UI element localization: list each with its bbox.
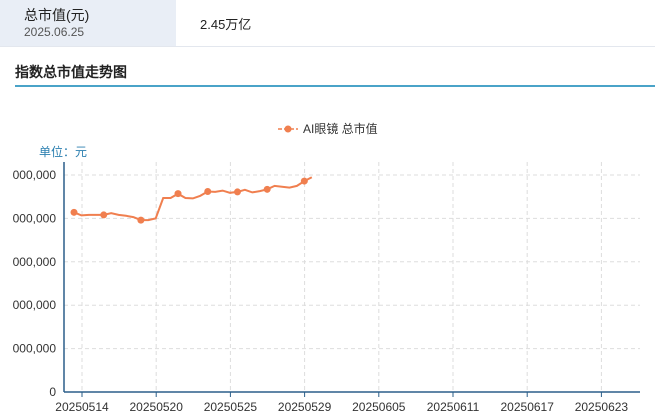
- data-point-marker: [70, 208, 78, 216]
- x-tick-label: 20250623: [575, 400, 629, 414]
- data-point-marker: [300, 177, 308, 185]
- x-tick-label: 20250617: [501, 400, 555, 414]
- info-row: 总市值(元) 2025.06.25 2.45万亿: [0, 0, 655, 47]
- info-date: 2025.06.25: [24, 25, 85, 39]
- x-tick-label: 20250605: [352, 400, 406, 414]
- series-layer: [70, 176, 313, 224]
- data-point-marker: [233, 188, 241, 196]
- x-tick-label: 20250525: [204, 400, 258, 414]
- data-point-marker: [263, 185, 271, 193]
- x-tick-label: 20250514: [55, 400, 109, 414]
- y-tick-label: 000,000: [13, 298, 57, 312]
- y-tick-label: 000,000: [13, 255, 57, 269]
- y-tick-label: 000,000: [13, 342, 57, 356]
- series-line-ai-glasses: [73, 176, 313, 222]
- y-tick-label: 000,000: [13, 168, 57, 182]
- x-tick-label: 20250520: [130, 400, 184, 414]
- grid-layer: [64, 162, 640, 392]
- section-divider: [15, 85, 655, 87]
- y-tick-label: 0: [49, 385, 56, 399]
- data-point-marker: [100, 211, 108, 219]
- section-title: 指数总市值走势图: [15, 64, 127, 80]
- info-label-cell: 总市值(元) 2025.06.25: [0, 0, 176, 46]
- x-tick-label: 20250611: [427, 400, 480, 414]
- legend-marker: [284, 125, 292, 133]
- data-point-marker: [137, 216, 145, 224]
- y-tick-label: 000,000: [13, 211, 57, 225]
- axis-layer: 0 000,000 000,000 000,000 000,000 000,000 2025…: [13, 162, 640, 414]
- x-tick-label: 20250529: [278, 400, 332, 414]
- legend-label: AI眼镜 总市值: [303, 121, 378, 136]
- info-value: 2.45万亿: [200, 17, 252, 32]
- chart-legend[interactable]: AI眼镜 总市值: [278, 121, 378, 136]
- unit-label: 单位：元: [39, 144, 87, 159]
- data-point-marker: [204, 187, 212, 195]
- info-label: 总市值(元): [24, 7, 90, 23]
- data-point-marker: [174, 190, 182, 198]
